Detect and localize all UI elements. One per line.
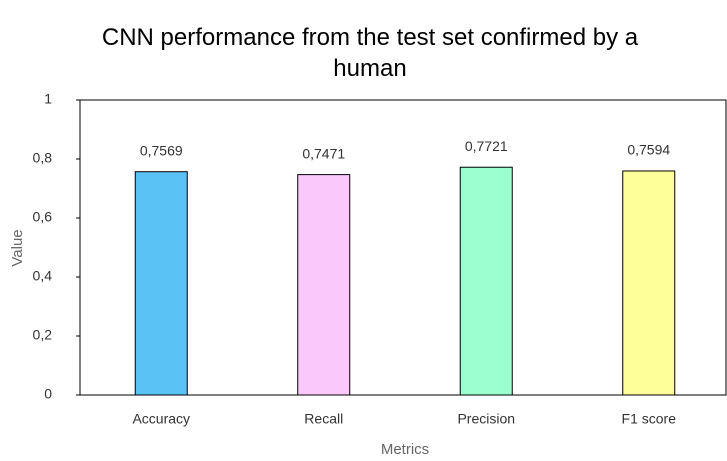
bar — [297, 174, 351, 396]
x-tick-label: Accuracy — [132, 411, 190, 427]
x-tick-label: Recall — [304, 411, 343, 427]
y-tick-label: 0 — [44, 386, 52, 402]
chart-title: CNN performance from the test set confir… — [101, 24, 639, 82]
y-tick-label: 0,4 — [33, 268, 53, 284]
y-tick-label: 0,6 — [33, 209, 53, 225]
value-label: 0,7569 — [140, 142, 183, 158]
bar — [622, 170, 676, 396]
y-tick-label: 0,8 — [33, 150, 53, 166]
bar — [134, 171, 188, 396]
bar — [459, 166, 513, 396]
x-tick-label: F1 score — [622, 411, 677, 427]
y-axis-title: Value — [9, 229, 26, 266]
value-label: 0,7721 — [465, 138, 508, 154]
y-tick-label: 0,2 — [33, 327, 53, 343]
y-tick-label: 1 — [44, 91, 52, 107]
value-label: 0,7594 — [627, 142, 670, 158]
x-axis-title: Metrics — [381, 441, 429, 458]
plot-frame — [79, 99, 727, 396]
x-tick-label: Precision — [457, 411, 515, 427]
value-label: 0,7471 — [302, 145, 345, 161]
